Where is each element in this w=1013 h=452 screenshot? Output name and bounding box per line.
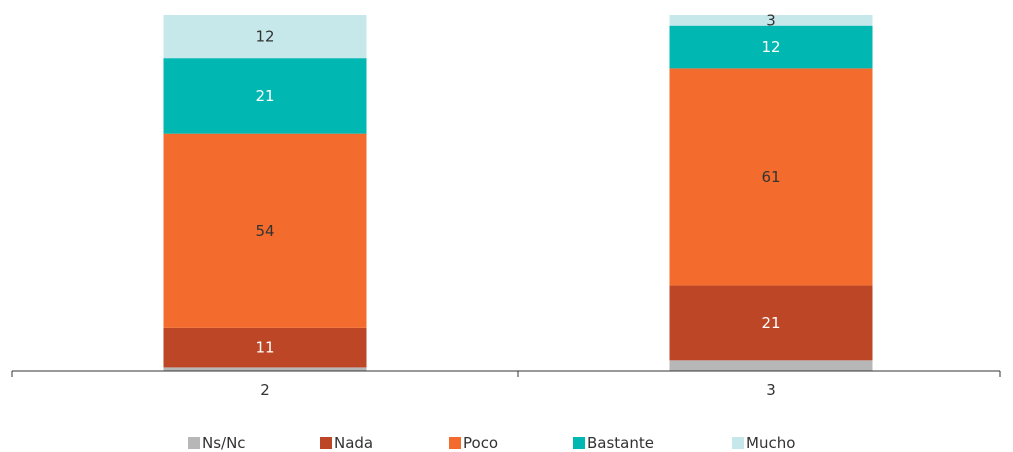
data-label: 21 (761, 314, 780, 332)
bar-segment-mucho-3 (669, 15, 873, 26)
legend-swatch (320, 437, 332, 449)
bar-segment-mucho-2 (163, 15, 367, 59)
data-label: 12 (255, 28, 274, 46)
legend-label: Mucho (746, 434, 795, 452)
data-label: 11 (255, 339, 274, 357)
legend-item-mucho: Mucho (732, 434, 795, 452)
legend-label: Bastante (587, 434, 654, 452)
data-label: 54 (255, 222, 274, 240)
bar-segment-nada-2 (163, 327, 367, 368)
legend-item-nada: Nada (320, 434, 373, 452)
legend-swatch (732, 437, 744, 449)
legend-item-poco: Poco (449, 434, 498, 452)
bar-segment-poco-2 (163, 133, 367, 328)
legend-swatch (449, 437, 461, 449)
data-label: 61 (761, 168, 780, 186)
legend-label: Ns/Nc (202, 434, 246, 452)
data-label: 3 (766, 11, 776, 29)
legend-item-ns-nc: Ns/Nc (188, 434, 246, 452)
data-label: 12 (761, 38, 780, 56)
bar-segment-bastante-2 (163, 58, 367, 134)
legend: Ns/Nc Nada Poco Bastante Mucho (188, 434, 795, 452)
legend-swatch (573, 437, 585, 449)
bar-segment-nada-3 (669, 285, 873, 361)
legend-item-bastante: Bastante (573, 434, 654, 452)
x-tick-label: 2 (260, 381, 270, 399)
bar-segment-poco-3 (669, 68, 873, 286)
bars-layer (163, 15, 873, 371)
legend-label: Nada (334, 434, 373, 452)
bar-segment-ns-nc-3 (669, 360, 873, 371)
legend-label: Poco (463, 434, 498, 452)
bar-segment-ns-nc-2 (163, 367, 367, 371)
x-tick-label: 3 (766, 381, 776, 399)
legend-swatch (188, 437, 200, 449)
bar-segment-bastante-3 (669, 25, 873, 69)
data-label: 21 (255, 87, 274, 105)
data-labels-layer: 11 54 21 12 21 61 12 3 (255, 11, 780, 356)
